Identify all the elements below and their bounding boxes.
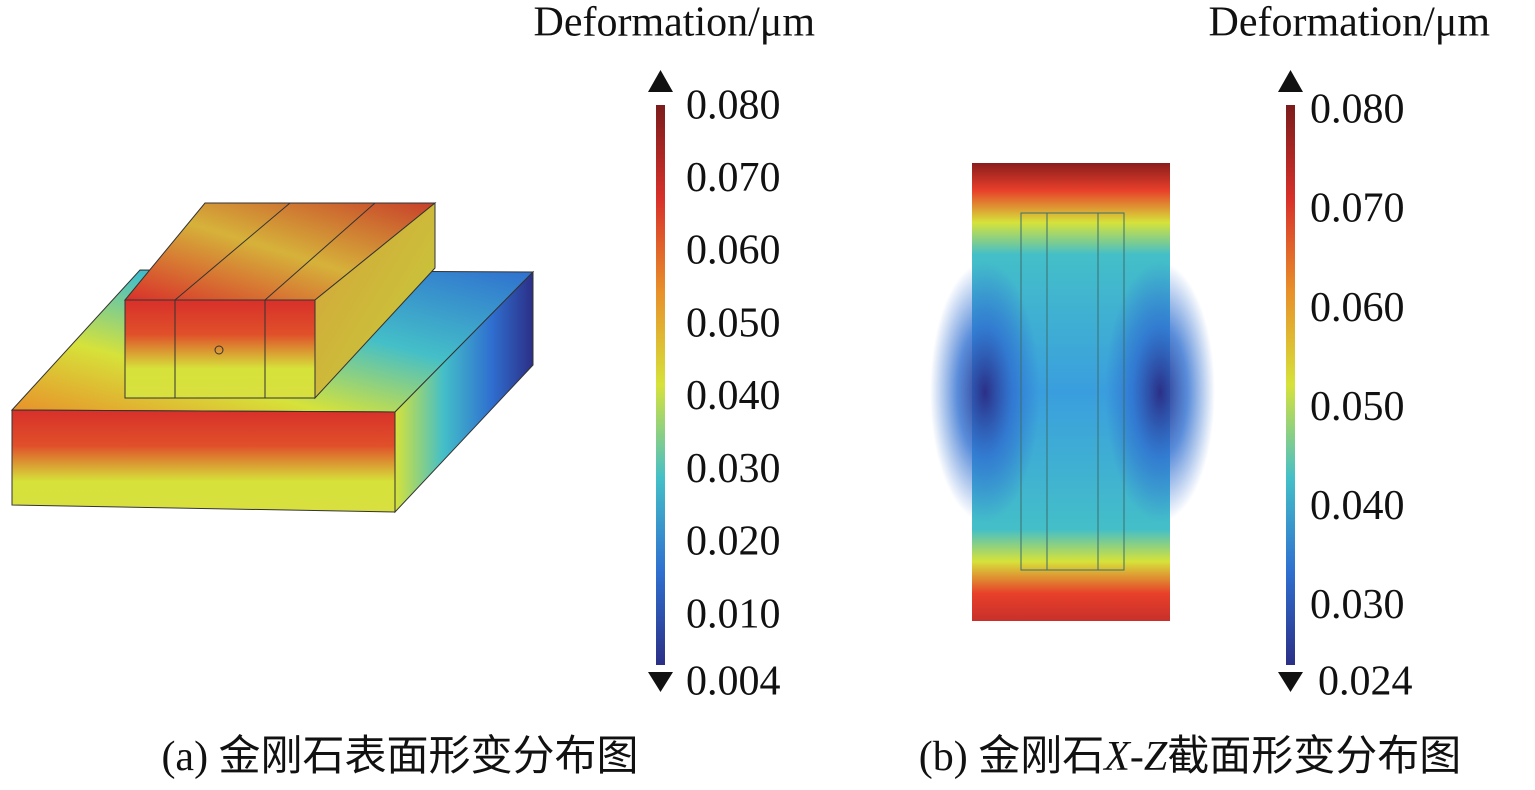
colorbar-title: Deformation/μm bbox=[534, 0, 816, 46]
colorbar-tick-label: 0.070 bbox=[1310, 186, 1405, 232]
min-arrow bbox=[1278, 672, 1303, 692]
colorbar-tick-label: 0.040 bbox=[1310, 483, 1405, 529]
min-label: 0.024 bbox=[1318, 659, 1413, 705]
caption: (b) 金刚石X-Z截面形变分布图 bbox=[919, 733, 1462, 780]
colorbar-title: Deformation/μm bbox=[1209, 0, 1491, 46]
min-arrow bbox=[648, 672, 673, 692]
min-label: 0.004 bbox=[686, 659, 781, 705]
colorbar-tick-label: 0.020 bbox=[686, 519, 781, 565]
colorbar-tick-label: 0.040 bbox=[686, 373, 781, 419]
colorbar-tick-label: 0.080 bbox=[686, 82, 781, 128]
colorbar-tick-label: 0.030 bbox=[1310, 582, 1405, 628]
colorbar bbox=[1286, 105, 1295, 665]
caption: (a) 金刚石表面形变分布图 bbox=[161, 733, 638, 780]
max-arrow bbox=[648, 70, 673, 92]
caption-part: X-Z bbox=[1102, 734, 1168, 780]
caption-part: (a) 金刚石表面形变分布图 bbox=[161, 733, 638, 780]
colorbar-tick-label: 0.050 bbox=[686, 300, 781, 346]
colorbar bbox=[656, 105, 665, 665]
colorbar-tick-label: 0.070 bbox=[686, 155, 781, 201]
colorbar-tick-label: 0.060 bbox=[686, 228, 781, 274]
colorbar-tick-label: 0.010 bbox=[686, 591, 781, 637]
colorbar-tick-label: 0.060 bbox=[1310, 285, 1405, 331]
colorbar-tick-label: 0.050 bbox=[1310, 384, 1405, 430]
surface-model bbox=[10, 201, 535, 514]
max-arrow bbox=[1278, 70, 1303, 92]
colorbar-tick-label: 0.080 bbox=[1310, 87, 1405, 133]
colorbar-tick-label: 0.030 bbox=[686, 446, 781, 492]
section-model bbox=[930, 163, 1215, 621]
caption-part: (b) 金刚石 bbox=[919, 733, 1104, 780]
caption-part: 截面形变分布图 bbox=[1167, 733, 1461, 780]
